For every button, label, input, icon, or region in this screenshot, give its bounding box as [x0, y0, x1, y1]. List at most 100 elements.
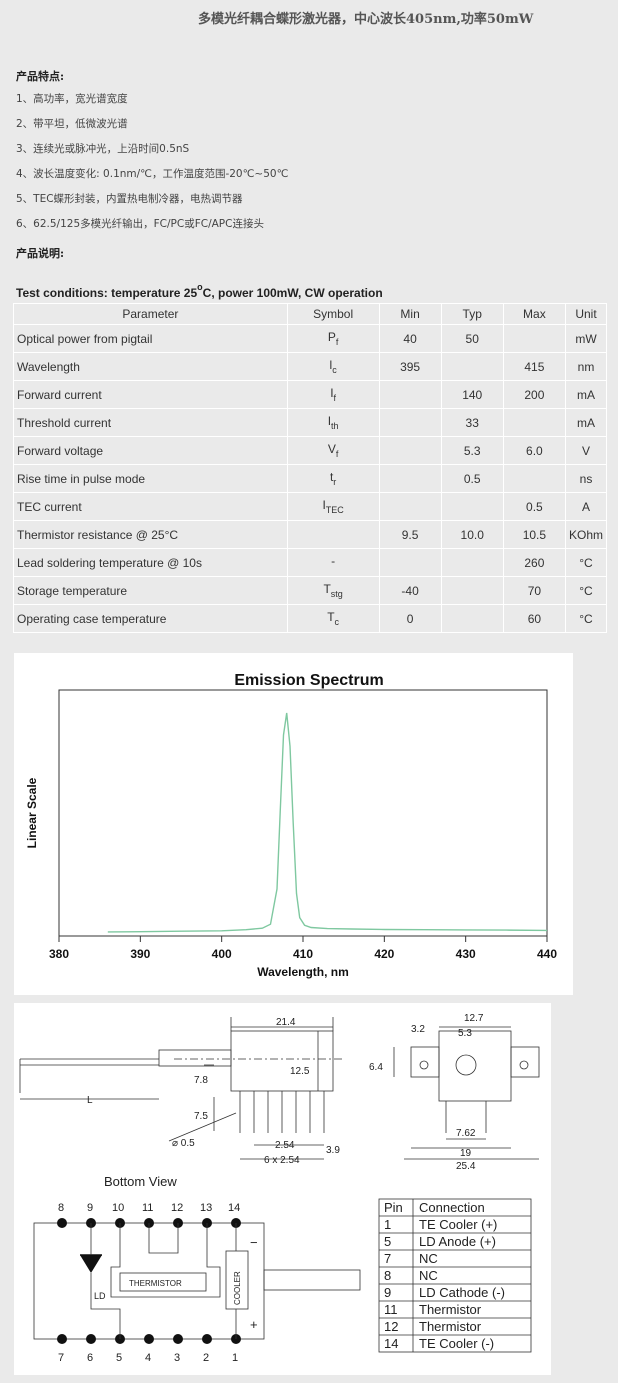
cell-min [378, 436, 442, 465]
x-tick-label: 430 [456, 947, 476, 961]
pin-label-bottom: 1 [232, 1352, 238, 1364]
feature-item: 4、波长温度变化: 0.1nm/℃，工作温度范围-20℃~50℃ [16, 168, 289, 180]
front-right-ear [510, 1046, 540, 1078]
dim-6-4: 6.4 [369, 1062, 383, 1073]
spec-table-header: Parameter Symbol Min Typ Max Unit [13, 303, 608, 325]
table-row: Forward voltage Vf 5.3 6.0 V [13, 436, 608, 465]
page-title: 多模光纤耦合蝶形激光器，中心波长405nm,功率50mW [198, 12, 534, 27]
pin-connection: LD Cathode (-) [419, 1285, 505, 1300]
x-tick-label: 390 [130, 947, 150, 961]
cell-parameter: Lead soldering temperature @ 10s [13, 548, 288, 577]
cooler-label: COOLER [233, 1271, 242, 1305]
features-list: 1、高功率，宽光谱宽度 2、带平坦，低微波光谱 3、连续光或脉冲光，上沿时间0.… [16, 90, 288, 240]
leader-line [168, 1112, 237, 1142]
cell-parameter: TEC current [13, 492, 288, 521]
cell-parameter: Optical power from pigtail [13, 324, 288, 353]
pin-connection: NC [419, 1268, 438, 1283]
pin-label-top: 14 [228, 1202, 240, 1214]
cell-symbol: ITEC [286, 492, 380, 521]
table-row: Rise time in pulse mode tr 0.5 ns [13, 464, 608, 493]
pin-label-top: 12 [171, 1202, 183, 1214]
cell-unit: A [564, 492, 608, 521]
header-unit: Unit [564, 303, 608, 325]
symbol-main: I [330, 386, 334, 400]
cell-min: 395 [378, 352, 442, 381]
spec-table: Parameter Symbol Min Typ Max Unit Optica… [13, 303, 608, 633]
cell-symbol: Ith [286, 408, 380, 437]
symbol-main: - [331, 554, 336, 568]
pin-number: 1 [384, 1217, 391, 1232]
cell-symbol: tr [286, 464, 380, 493]
x-tick-label: 400 [212, 947, 232, 961]
pin-connection: Thermistor [419, 1319, 482, 1334]
feature-item: 5、TEC蝶形封装，内置热电制冷器，电热调节器 [16, 193, 243, 205]
pin-7 [57, 1334, 67, 1344]
symbol-main: t [329, 470, 334, 484]
table-row: Thermistor resistance @ 25°C 9.5 10.0 10.5 K… [13, 520, 608, 549]
symbol-subscript: c [332, 365, 337, 375]
emission-spectrum-chart: Emission Spectrum Linear Scale Wavelengt… [25, 672, 557, 979]
cell-unit: KOhm [564, 520, 608, 549]
cell-max: 60 [502, 604, 566, 633]
symbol-subscript: f [333, 393, 337, 403]
cell-unit: mW [564, 324, 608, 353]
table-row: Storage temperature Tstg -40 70 °C [13, 576, 608, 605]
header-parameter: Parameter [13, 303, 288, 325]
fiber-boot [158, 1049, 232, 1067]
symbol-subscript: c [334, 617, 340, 627]
table-row: Optical power from pigtail Pf 40 50 mW [13, 324, 608, 353]
cell-max: 0.5 [502, 492, 566, 521]
cell-min: 40 [378, 324, 442, 353]
cell-min [378, 548, 442, 577]
pin-label-bottom: 6 [87, 1352, 93, 1364]
symbol-main: T [323, 582, 331, 596]
cell-parameter: Rise time in pulse mode [13, 464, 288, 493]
bottom-view-label: Bottom View [104, 1174, 177, 1189]
pin-table-frame [378, 1198, 532, 1353]
thermistor-box [119, 1272, 207, 1292]
pin-number: 11 [384, 1302, 398, 1317]
cell-typ: 140 [440, 380, 504, 409]
table-row: Threshold current Ith 33 mA [13, 408, 608, 437]
dim-L: L [87, 1095, 93, 1106]
cell-symbol: Pf [286, 324, 380, 353]
x-tick-label: 380 [49, 947, 69, 961]
dim-5-3: 5.3 [458, 1028, 472, 1039]
symbol-main: T [327, 610, 335, 624]
cell-parameter: Operating case temperature [13, 604, 288, 633]
cell-symbol: - [286, 548, 380, 577]
pin-label-top: 13 [200, 1202, 212, 1214]
feature-item: 6、62.5/125多模光纤输出，FC/PC或FC/APC连接头 [16, 218, 264, 230]
cell-unit: V [564, 436, 608, 465]
cell-parameter: Thermistor resistance @ 25°C [13, 520, 288, 549]
pin-label-bottom: 4 [145, 1352, 151, 1364]
pin-label-top: 10 [112, 1202, 124, 1214]
cooler-box [225, 1250, 249, 1310]
symbol-subscript: f [335, 337, 339, 347]
cell-min [378, 492, 442, 521]
cell-max [502, 324, 566, 353]
cell-typ [440, 352, 504, 381]
plus-sign: + [250, 1317, 258, 1332]
cell-symbol: Vf [286, 436, 380, 465]
symbol-subscript: stg [330, 589, 343, 599]
header-typ: Typ [440, 303, 504, 325]
dim-21-4: 21.4 [276, 1017, 296, 1028]
table-row: Forward current If 140 200 mA [13, 380, 608, 409]
cell-symbol: If [286, 380, 380, 409]
cell-typ [440, 492, 504, 521]
x-tick-label: 440 [537, 947, 557, 961]
test-conditions: Test conditions: temperature 25oC, power… [16, 282, 383, 300]
symbol-subscript: f [335, 449, 339, 459]
symbol-subscript: r [333, 477, 337, 487]
chart-title: Emission Spectrum [234, 672, 383, 689]
bottom-view: Bottom View [33, 1174, 361, 1364]
wire [90, 1273, 121, 1339]
y-axis-label: Linear Scale [25, 777, 39, 848]
cell-typ: 33 [440, 408, 504, 437]
pin-3 [173, 1334, 183, 1344]
dim-25-4: 25.4 [456, 1161, 476, 1172]
ld-diode-symbol [80, 1255, 102, 1273]
cell-min: -40 [378, 576, 442, 605]
plot-frame [58, 689, 548, 937]
